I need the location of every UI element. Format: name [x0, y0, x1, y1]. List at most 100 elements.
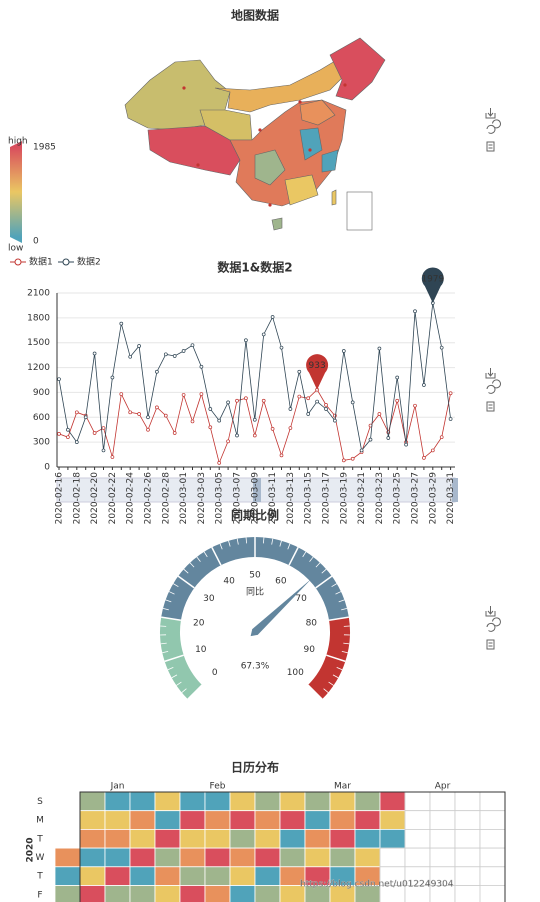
- gauge-tick: [332, 674, 339, 679]
- data-point: [315, 399, 319, 404]
- calendar-cell: [254, 885, 281, 902]
- x-tick-label: 2020-02-26: [144, 472, 154, 525]
- y-tick-label: 1500: [27, 338, 50, 348]
- gauge-tick: [328, 616, 349, 622]
- x-tick-label: 2020-02-22: [108, 472, 118, 524]
- gauge-band: [161, 537, 349, 621]
- data-point: [217, 418, 222, 423]
- gauge-tick: [315, 575, 333, 589]
- month-label: Mar: [334, 782, 351, 792]
- calendar-cell: [229, 847, 256, 868]
- restore-icon[interactable]: [486, 119, 501, 134]
- save-icon[interactable]: [485, 108, 496, 119]
- data-point: [208, 407, 213, 411]
- series-line: [58, 389, 451, 465]
- gauge-tick: [323, 688, 329, 693]
- save-icon[interactable]: [485, 368, 496, 379]
- data-view-icon[interactable]: [486, 639, 495, 650]
- gauge-tick: [228, 540, 231, 547]
- calendar-cell: [179, 847, 206, 868]
- mark-point-label: 1979: [421, 275, 444, 285]
- calendar-cell: [354, 810, 381, 830]
- gauge-tick: [171, 674, 178, 679]
- chart-title: 数据1&数据2: [217, 260, 292, 275]
- calendar-cell: [129, 866, 156, 886]
- calendar-cell: [379, 791, 406, 812]
- data-point: [172, 431, 177, 435]
- data-point: [235, 433, 239, 438]
- gauge-tick: [176, 681, 182, 686]
- calendar-cell: [54, 885, 81, 902]
- data-point: [101, 448, 106, 453]
- gauge-tick-label: 50: [249, 571, 261, 581]
- calendar-cell: [104, 791, 131, 812]
- calendar-cell: [279, 810, 306, 830]
- calendar-empty-cell: [429, 810, 456, 830]
- visual-map-label: high: [8, 137, 28, 147]
- mark-point-pin: [306, 354, 329, 390]
- x-tick-label: 2020-03-09: [250, 472, 260, 525]
- gauge-tick: [177, 575, 195, 589]
- region: [214, 54, 356, 113]
- calendar-cell: [129, 791, 156, 812]
- data-point: [422, 456, 426, 460]
- data-point: [297, 394, 302, 399]
- data-point: [261, 398, 266, 403]
- calendar-cell: [204, 810, 231, 830]
- calendar-empty-cell: [404, 829, 431, 849]
- restore-icon[interactable]: [486, 617, 501, 632]
- gauge-tick: [341, 651, 348, 654]
- weekday-label: T: [36, 872, 43, 882]
- data-point: [57, 377, 61, 382]
- data-view-icon[interactable]: [486, 141, 495, 152]
- calendar-empty-cell: [454, 866, 481, 886]
- gauge-tick-label: 100: [287, 668, 304, 678]
- calendar-cell: [379, 810, 406, 830]
- calendar-cell: [179, 829, 206, 849]
- visual-map-handle[interactable]: [10, 237, 22, 243]
- gauge-tick: [183, 568, 189, 574]
- restore-icon[interactable]: [486, 379, 501, 394]
- gauge-tick: [331, 583, 337, 588]
- calendar-cell: [304, 791, 331, 812]
- data-point: [155, 405, 159, 410]
- city-dot: [308, 148, 312, 152]
- data-zoom-handle[interactable]: [452, 478, 458, 502]
- region: [331, 189, 337, 206]
- calendar-empty-cell: [454, 885, 481, 902]
- visual-map-handle[interactable]: [10, 141, 22, 147]
- data-point: [199, 392, 204, 396]
- gauge-tick: [315, 562, 321, 568]
- calendar-cell: [229, 885, 256, 902]
- calendar-cell: [104, 885, 131, 902]
- data-point: [146, 427, 150, 432]
- month-label: Jan: [110, 782, 125, 792]
- calendar-empty-cell: [429, 847, 456, 868]
- legend-label: 数据2: [77, 256, 101, 268]
- save-icon[interactable]: [485, 606, 496, 617]
- data-point: [297, 369, 302, 374]
- calendar-cell: [104, 866, 131, 886]
- data-point: [377, 346, 382, 351]
- data-point: [448, 417, 453, 421]
- data-point: [57, 432, 61, 436]
- data-view-icon[interactable]: [486, 401, 495, 412]
- x-tick-label: 2020-02-18: [72, 472, 82, 525]
- data-zoom[interactable]: [56, 477, 458, 503]
- calendar-cell: [54, 847, 81, 868]
- data-point: [155, 369, 159, 374]
- data-point: [306, 412, 311, 416]
- region: [284, 174, 319, 206]
- calendar-cell: [279, 847, 306, 868]
- gauge-tick: [162, 607, 169, 611]
- data-point: [395, 375, 400, 380]
- x-tick-label: 2020-02-24: [126, 472, 136, 525]
- mark-point-label: 933: [309, 361, 326, 371]
- calendar-cell: [329, 829, 356, 849]
- data-point: [448, 391, 453, 396]
- calendar-cell: [154, 810, 181, 830]
- calendar-empty-cell: [404, 847, 431, 868]
- calendar-empty-cell: [454, 847, 481, 868]
- calendar-cell: [129, 810, 156, 830]
- calendar-empty-cell: [479, 829, 506, 849]
